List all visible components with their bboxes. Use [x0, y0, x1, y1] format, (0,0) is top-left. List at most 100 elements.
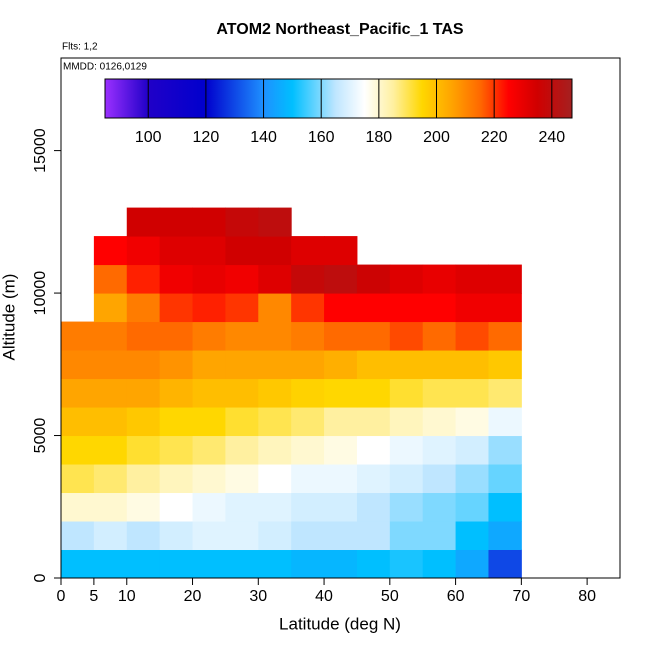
heat-cell [422, 435, 457, 465]
heat-cell [258, 321, 292, 351]
heat-cell [126, 293, 161, 323]
heat-cell [225, 378, 259, 408]
heat-cell [324, 549, 358, 579]
heat-cell [455, 435, 489, 465]
heat-cell [455, 521, 489, 551]
heat-cell [455, 264, 489, 294]
x-tick-label: 5 [89, 588, 98, 605]
heat-cell [291, 293, 325, 323]
heat-cell [455, 350, 489, 380]
heat-cell [324, 407, 358, 437]
heat-cell [192, 321, 226, 351]
x-tick-label: 10 [118, 588, 136, 605]
heat-cell [488, 435, 522, 465]
heat-cell [455, 464, 489, 494]
heat-cell [159, 207, 194, 237]
heat-cell [61, 435, 95, 465]
heat-cell [225, 549, 259, 579]
heat-cell [291, 407, 325, 437]
heat-cell [356, 435, 391, 465]
heat-cell [455, 293, 489, 323]
heat-cell [488, 492, 522, 522]
heat-cell [93, 407, 128, 437]
heat-cell [422, 264, 457, 294]
heat-cell [93, 435, 128, 465]
heat-cell [356, 321, 391, 351]
heat-cell [291, 435, 325, 465]
plot-frame [60, 57, 621, 579]
heat-cell [93, 549, 128, 579]
heat-cell [93, 264, 128, 294]
heat-cell [93, 321, 128, 351]
heat-cell [258, 264, 292, 294]
heat-cell [192, 236, 226, 266]
heat-cell [389, 549, 424, 579]
heat-cell [488, 378, 522, 408]
heat-cell [258, 435, 292, 465]
heat-cell [389, 521, 424, 551]
heat-cell [291, 464, 325, 494]
heat-cell [389, 321, 424, 351]
heat-cell [258, 293, 292, 323]
heat-cell [488, 264, 522, 294]
heat-cell [126, 492, 161, 522]
heat-cell [422, 321, 457, 351]
heat-cell [389, 350, 424, 380]
heat-cell [291, 321, 325, 351]
heat-cell [324, 350, 358, 380]
x-tick-label: 60 [447, 588, 465, 605]
heat-cell [192, 293, 226, 323]
heat-cell [159, 350, 194, 380]
heat-cell [159, 293, 194, 323]
heat-cell [389, 293, 424, 323]
heat-cell [291, 378, 325, 408]
heat-cell [422, 407, 457, 437]
heat-cell [422, 549, 457, 579]
heat-cell [225, 350, 259, 380]
heat-cell [488, 407, 522, 437]
heat-cell [455, 321, 489, 351]
heat-cell [126, 207, 161, 237]
heat-cell [324, 264, 358, 294]
heat-cell [192, 264, 226, 294]
heat-cell [356, 350, 391, 380]
heat-cell [389, 264, 424, 294]
heat-cell [225, 236, 259, 266]
heat-cell [324, 464, 358, 494]
heat-cell [159, 549, 194, 579]
x-tick-label: 30 [249, 588, 267, 605]
heat-cell [159, 407, 194, 437]
colorbar-tick-label: 180 [366, 129, 393, 146]
colorbar [104, 78, 573, 119]
heat-cell [356, 464, 391, 494]
heat-cell [126, 236, 161, 266]
heat-cell [225, 435, 259, 465]
heat-cell [291, 350, 325, 380]
heat-cell [225, 293, 259, 323]
heat-cell [192, 207, 226, 237]
heat-cell [159, 264, 194, 294]
heat-cell [422, 464, 457, 494]
y-tick-label: 0 [32, 573, 49, 582]
heat-cell [192, 435, 226, 465]
colorbar-tick-label: 140 [250, 129, 277, 146]
colorbar-tick-label: 120 [193, 129, 220, 146]
heat-cell [126, 350, 161, 380]
colorbar-tick-label: 200 [423, 129, 450, 146]
subtitle: Flts: 1,2 [62, 42, 98, 53]
heat-cell [159, 236, 194, 266]
heat-cell [126, 321, 161, 351]
heat-cell [324, 435, 358, 465]
heat-cell [291, 521, 325, 551]
heat-cell [159, 492, 194, 522]
heat-cell [192, 464, 226, 494]
heat-cell [356, 378, 391, 408]
heat-cell [93, 350, 128, 380]
heat-cell [126, 264, 161, 294]
x-tick-label: 40 [315, 588, 333, 605]
heat-cell [291, 549, 325, 579]
heat-cell [291, 236, 325, 266]
heat-cell [324, 293, 358, 323]
heat-cell [324, 321, 358, 351]
